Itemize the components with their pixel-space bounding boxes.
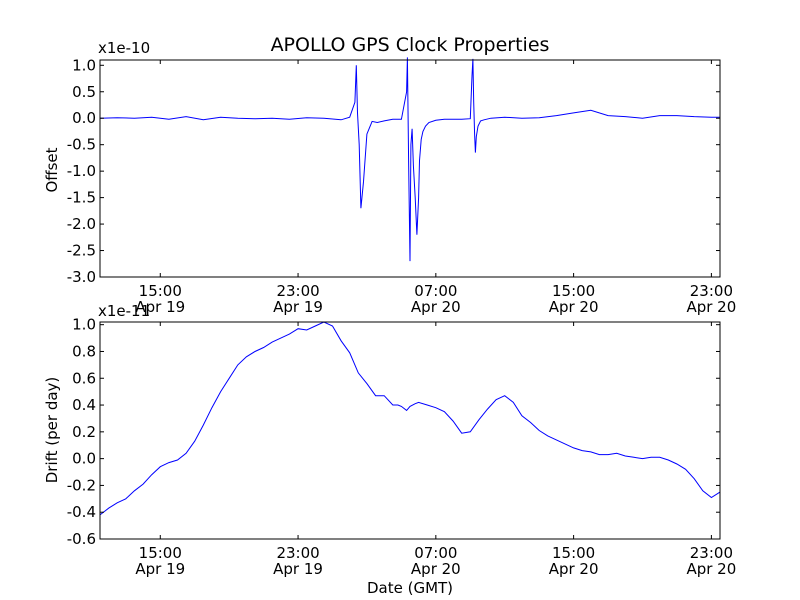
drift-x-tick-time: 15:00: [139, 544, 182, 562]
offset-y-tick-label: -0.5: [67, 136, 96, 154]
offset-x-tick-time: 15:00: [552, 282, 595, 300]
offset-x-tick-date: Apr 20: [549, 298, 599, 316]
drift-x-tick-date: Apr 20: [411, 560, 461, 578]
offset-y-tick-label: 1.0: [72, 56, 96, 74]
drift-y-tick-label: 1.0: [72, 316, 96, 334]
offset-y-multiplier: x1e-10: [98, 39, 150, 57]
drift-series-line-0: [99, 321, 721, 516]
drift-y-axis-label: Drift (per day): [43, 377, 61, 484]
drift-x-tick-time: 15:00: [552, 544, 595, 562]
drift-x-tick-time: 23:00: [690, 544, 733, 562]
chart-title: APOLLO GPS Clock Properties: [271, 34, 550, 56]
offset-x-tick-date: Apr 19: [135, 298, 185, 316]
offset-plot-frame: [99, 59, 721, 278]
offset-x-tick-date: Apr 19: [273, 298, 323, 316]
drift-y-multiplier: x1e-11: [98, 302, 150, 320]
x-axis-label: Date (GMT): [367, 579, 453, 597]
drift-y-tick-label: 0.2: [72, 423, 96, 441]
offset-x-tick-date: Apr 20: [686, 298, 736, 316]
drift-x-tick-date: Apr 19: [135, 560, 185, 578]
drift-y-tick-label: -0.4: [67, 503, 96, 521]
offset-y-tick-label: -1.5: [67, 189, 96, 207]
drift-x-tick-time: 23:00: [276, 544, 319, 562]
drift-panel: x1e-11 Drift (per day) Date (GMT) 1.0 0.8…: [43, 302, 736, 597]
drift-y-tick-label: 0.0: [72, 450, 96, 468]
offset-x-tick-time: 15:00: [139, 282, 182, 300]
offset-x-tick-time: 07:00: [414, 282, 457, 300]
drift-y-tick-label: 0.4: [72, 396, 96, 414]
offset-x-tick-date: Apr 20: [411, 298, 461, 316]
offset-y-tick-label: 0.5: [72, 83, 96, 101]
offset-y-tick-label: -2.5: [67, 242, 96, 260]
offset-y-tick-label: 0.0: [72, 109, 96, 127]
drift-x-tick-date: Apr 19: [273, 560, 323, 578]
drift-x-tick-time: 07:00: [414, 544, 457, 562]
offset-y-tick-label: -3.0: [67, 268, 96, 286]
offset-y-axis-label: Offset: [43, 147, 61, 192]
drift-plot-frame: [99, 321, 721, 540]
offset-x-tick-time: 23:00: [276, 282, 319, 300]
offset-y-tick-label: -2.0: [67, 215, 96, 233]
drift-y-tick-label: -0.2: [67, 476, 96, 494]
offset-y-tick-label: -1.0: [67, 162, 96, 180]
drift-y-tick-label: 0.6: [72, 369, 96, 387]
offset-panel: APOLLO GPS Clock Properties x1e-10 Offse…: [43, 34, 736, 316]
offset-x-tick-time: 23:00: [690, 282, 733, 300]
drift-y-tick-label: 0.8: [72, 342, 96, 360]
drift-x-tick-date: Apr 20: [686, 560, 736, 578]
offset-series-line-0: [99, 57, 720, 262]
drift-y-tick-label: -0.6: [67, 530, 96, 548]
drift-x-tick-date: Apr 20: [549, 560, 599, 578]
